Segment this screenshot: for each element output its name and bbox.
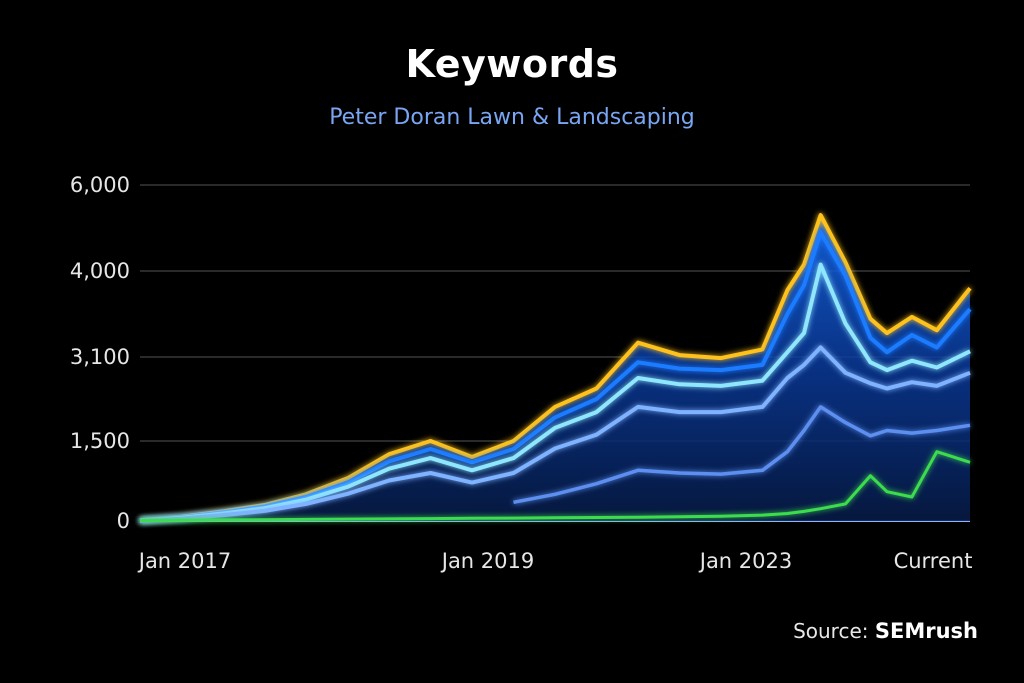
series-lines — [139, 213, 972, 523]
source-prefix: Source: — [793, 619, 869, 643]
source-credit: Source: SEMrush — [793, 619, 978, 643]
y-tick-label: 4,000 — [69, 259, 130, 283]
x-tick-label: Jan 2023 — [699, 549, 793, 573]
y-tick-label: 1,500 — [69, 429, 130, 453]
series-line — [513, 405, 971, 505]
x-tick-label: Jan 2017 — [138, 549, 232, 573]
series-line — [139, 450, 971, 522]
series-line — [139, 213, 972, 523]
chart-title: Keywords — [405, 42, 619, 86]
source-name: SEMrush — [874, 619, 978, 643]
area-fill — [140, 215, 970, 521]
x-tick-label: Jan 2019 — [441, 549, 535, 573]
y-tick-label: 0 — [116, 509, 130, 533]
y-tick-label: 3,100 — [69, 345, 130, 369]
series-line — [139, 345, 971, 523]
area-fill-shape — [140, 215, 970, 521]
chart-subtitle: Peter Doran Lawn & Landscaping — [329, 105, 695, 130]
x-tick-label: Current — [893, 549, 973, 573]
series-line — [139, 230, 972, 523]
series-line — [139, 262, 971, 523]
y-tick-label: 6,000 — [69, 173, 130, 197]
